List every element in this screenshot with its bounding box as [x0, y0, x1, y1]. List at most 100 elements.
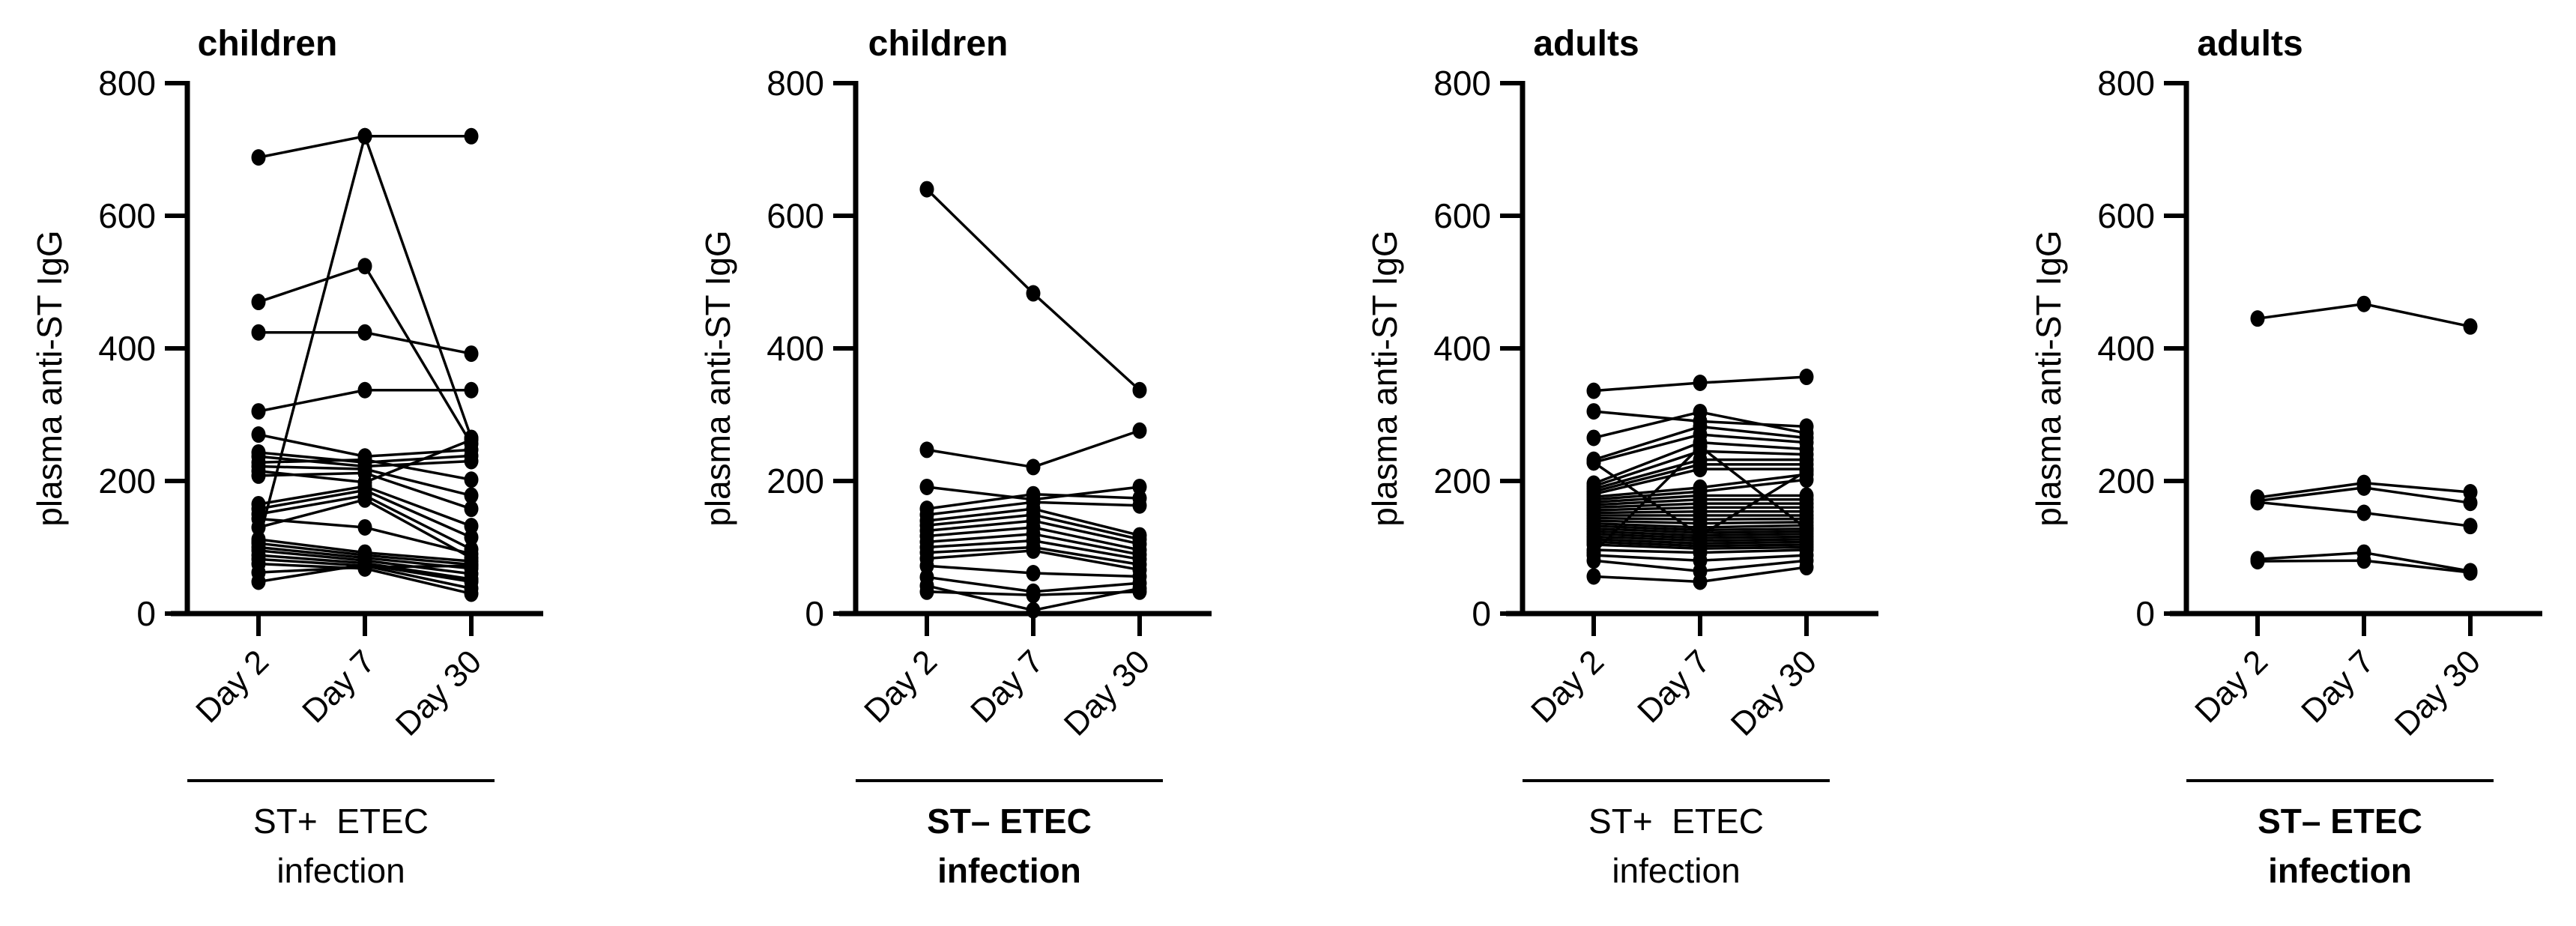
y-tick-label: 600 [2097, 196, 2155, 235]
data-point [1026, 602, 1041, 619]
x-tick-label: Day 7 [2294, 643, 2381, 730]
y-tick-label: 600 [767, 196, 824, 235]
data-point [464, 127, 479, 145]
x-tick-label: Day 30 [389, 643, 489, 742]
y-axis-label: plasma anti-ST IgG [698, 230, 737, 526]
y-tick-label: 0 [2135, 594, 2155, 633]
panel-1-children-st-pos: children plasma anti-ST IgG 0 200 400 600 800 D… [30, 24, 543, 890]
y-tick-label: 800 [98, 64, 156, 103]
y-axis-label: plasma anti-ST IgG [30, 230, 69, 526]
data-point [1586, 429, 1601, 447]
data-point [2463, 494, 2478, 512]
data-point [919, 583, 934, 600]
data-point [2463, 564, 2478, 581]
data-point [464, 453, 479, 470]
y-tick-label: 800 [1433, 64, 1491, 103]
data-point [464, 432, 479, 449]
data-point [357, 127, 372, 145]
data-point [2463, 518, 2478, 535]
x-tick-label: Day 30 [1057, 643, 1157, 742]
group-label-line2: infection [2268, 851, 2412, 890]
y-tick-label: 600 [1433, 196, 1491, 235]
data-point [464, 487, 479, 504]
data-point [1799, 559, 1814, 576]
data-point [1132, 583, 1147, 600]
data-point [1026, 542, 1041, 559]
data-point [1799, 520, 1814, 537]
x-tick-label: Day 2 [2188, 643, 2275, 730]
data-point [1026, 587, 1041, 604]
y-tick-label: 200 [1433, 462, 1491, 500]
data-point [1586, 403, 1601, 420]
group-label-line1: ST– ETEC [927, 802, 1092, 841]
data-point [357, 556, 372, 573]
y-tick-label: 0 [1472, 594, 1491, 633]
data-point [1132, 497, 1147, 514]
data-point [2356, 552, 2371, 569]
data-point [357, 464, 372, 482]
panel-title: children [868, 24, 1009, 64]
data-point [1693, 403, 1708, 420]
y-tick-label: 400 [767, 329, 824, 368]
data-point [1693, 461, 1708, 478]
data-point [357, 258, 372, 275]
group-label-line2: infection [276, 851, 405, 890]
panel-title: adults [2197, 24, 2303, 64]
y-tick-label: 0 [136, 594, 156, 633]
data-point [2463, 318, 2478, 335]
group-label-line1: ST+ ETEC [1588, 802, 1764, 841]
data-point [464, 471, 479, 488]
y-tick-label: 800 [2097, 64, 2155, 103]
y-tick-label: 800 [767, 64, 824, 103]
group-label-line2: infection [937, 851, 1081, 890]
x-tick-label: Day 30 [2388, 643, 2488, 742]
group-label-line1: ST+ ETEC [253, 802, 429, 841]
data-point [464, 557, 479, 575]
y-tick-label: 600 [98, 196, 156, 235]
data-point [357, 518, 372, 536]
panel-2-children-st-neg: children plasma anti-ST IgG 0 200 400 600 800 D… [698, 24, 1212, 890]
y-tick-label: 200 [98, 462, 156, 500]
y-tick-label: 0 [805, 594, 824, 633]
group-label-line2: infection [1612, 851, 1740, 890]
panel-4-adults-st-neg: adults plasma anti-ST IgG 0 200 400 600 800 Day… [2029, 24, 2542, 890]
x-tick-label: Day 2 [1524, 643, 1611, 730]
data-point [251, 573, 266, 590]
data-point [1132, 478, 1147, 495]
data-point [919, 181, 934, 198]
data-point [1693, 375, 1708, 392]
data-point [2250, 494, 2265, 511]
data-point [1026, 565, 1041, 582]
data-point [251, 518, 266, 536]
data-point [919, 478, 934, 495]
data-point [357, 491, 372, 508]
data-point [1026, 285, 1041, 302]
data-point [464, 500, 479, 518]
y-tick-label: 400 [2097, 329, 2155, 368]
panel-title: adults [1533, 24, 1639, 64]
data-point [464, 585, 479, 602]
data-point [2356, 479, 2371, 496]
y-tick-label: 400 [1433, 329, 1491, 368]
data-point [464, 529, 479, 546]
data-point [464, 518, 479, 535]
x-tick-label: Day 2 [857, 643, 944, 730]
y-axis-label: plasma anti-ST IgG [1365, 230, 1404, 526]
data-point [1586, 568, 1601, 585]
panel-title: children [198, 24, 338, 64]
y-tick-label: 400 [98, 329, 156, 368]
data-point [2356, 504, 2371, 521]
data-point [1132, 381, 1147, 399]
data-point [1586, 544, 1601, 561]
data-point [2250, 553, 2265, 570]
data-point [1693, 573, 1708, 590]
y-axis-label: plasma anti-ST IgG [2029, 230, 2068, 526]
data-point [251, 403, 266, 420]
x-tick-label: Day 7 [295, 643, 382, 730]
data-point [251, 294, 266, 311]
data-point [357, 324, 372, 341]
x-tick-label: Day 30 [1724, 643, 1824, 742]
y-tick-label: 200 [767, 462, 824, 500]
x-tick-label: Day 7 [964, 643, 1050, 730]
